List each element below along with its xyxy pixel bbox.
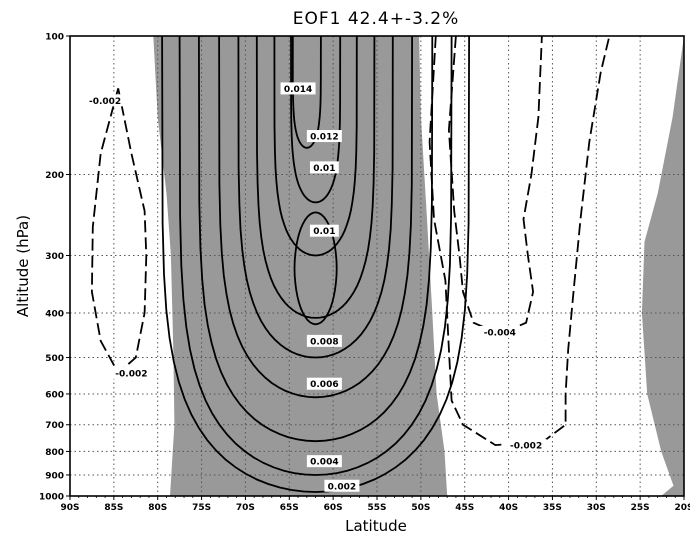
contour-label-bg xyxy=(84,94,126,107)
y-tick-label: 300 xyxy=(45,252,64,262)
contour-positive-1 xyxy=(161,35,470,493)
y-tick-label: 100 xyxy=(45,33,64,43)
y-tick-label: 900 xyxy=(45,471,64,481)
contour-label: 0.01 xyxy=(313,227,335,237)
contour-label: 0.004 xyxy=(310,458,338,468)
x-axis-label: Latitude xyxy=(345,517,407,535)
positive-shading xyxy=(153,36,684,496)
contour-label: -0.002 xyxy=(115,369,147,379)
x-tick-label: 80S xyxy=(148,503,167,513)
x-tick-label: 35S xyxy=(543,503,562,513)
contour-positive-9 xyxy=(291,35,322,149)
contour-label-bg xyxy=(280,82,316,95)
y-tick-label: 700 xyxy=(45,421,64,431)
contour-positive-4 xyxy=(218,35,413,399)
contour-negative-east-outer xyxy=(428,35,611,447)
contour-lines xyxy=(90,35,611,493)
contour-label: 0.012 xyxy=(310,133,338,143)
contour-label: -0.002 xyxy=(510,442,542,452)
contour-positive-7 xyxy=(273,35,358,257)
x-tick-label: 65S xyxy=(280,503,299,513)
contour-positive-6 xyxy=(255,35,376,319)
contour-negative-west xyxy=(90,88,148,375)
contour-positive-5 xyxy=(237,35,394,359)
x-tick-label: 85S xyxy=(104,503,123,513)
x-tick-label: 40S xyxy=(499,503,518,513)
x-tick-label: 25S xyxy=(631,503,650,513)
y-axis-label: Altitude (hPa) xyxy=(14,215,32,317)
contour-label-bg xyxy=(306,130,342,143)
x-tick-label: 60S xyxy=(324,503,343,513)
contour-label-bg xyxy=(306,334,342,347)
contour-positive-2 xyxy=(178,35,453,476)
x-tick-label: 55S xyxy=(367,503,386,513)
y-tick-label: 200 xyxy=(45,171,64,181)
contour-label-bg xyxy=(505,439,547,452)
x-tick-label: 20S xyxy=(674,503,690,513)
x-tick-label: 90S xyxy=(60,503,79,513)
y-tick-label: 500 xyxy=(45,354,64,364)
x-tick-label: 50S xyxy=(411,503,430,513)
positive-region-east xyxy=(641,36,684,496)
y-tick-label: 1000 xyxy=(39,493,64,503)
x-ticks: 90S 85S 80S 75S 70S 65S 60S 55S 50S 45S 40S 35S 30S 2… xyxy=(60,496,690,513)
grid-lines xyxy=(70,36,684,496)
y-tick-label: 800 xyxy=(45,448,64,458)
contour-labels: 0.014 0.012 0.01 0.01 0.008 0.006 0.004 0.002 -0… xyxy=(84,82,547,492)
contour-label: 0.008 xyxy=(310,337,338,347)
contour-label: -0.002 xyxy=(89,97,121,107)
contour-positive-inner xyxy=(293,211,338,326)
x-tick-label: 45S xyxy=(455,503,474,513)
contour-label: 0.014 xyxy=(284,85,312,95)
contour-positive-3 xyxy=(198,35,434,443)
contour-label-bg xyxy=(110,366,152,379)
chart-title: EOF1 42.4+-3.2% xyxy=(293,9,460,29)
contour-label-bg xyxy=(306,455,342,468)
contour-label-bg xyxy=(309,224,339,237)
contour-negative-east-inner xyxy=(447,35,543,336)
x-tick-label: 75S xyxy=(192,503,211,513)
y-tick-label: 400 xyxy=(45,309,64,319)
y-ticks: 100 200 300 400 500 600 700 800 900 1000 xyxy=(39,33,70,503)
x-tick-label: 70S xyxy=(236,503,255,513)
contour-label-bg xyxy=(324,479,360,492)
contour-label-bg xyxy=(306,377,342,390)
contour-label-bg xyxy=(479,325,521,338)
contour-label: -0.004 xyxy=(484,328,516,338)
contour-label: 0.01 xyxy=(313,164,335,174)
contour-label: 0.006 xyxy=(310,380,338,390)
contour-label-bg xyxy=(309,161,339,174)
x-tick-label: 30S xyxy=(587,503,606,513)
y-tick-label: 600 xyxy=(45,390,64,400)
contour-label: 0.002 xyxy=(328,482,356,492)
